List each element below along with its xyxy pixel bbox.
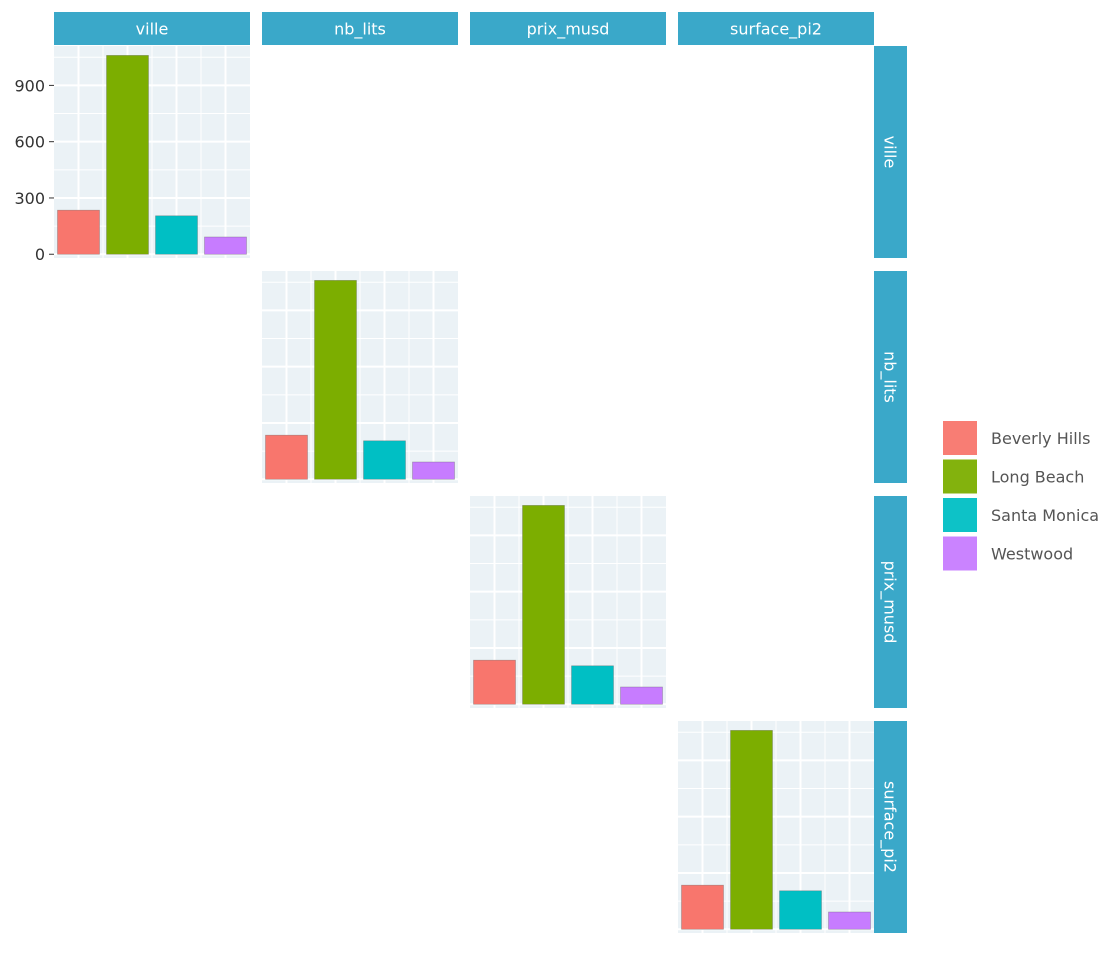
right-strip-label-prix_musd: prix_musd	[880, 561, 900, 644]
right-strip-label-nb_lits: nb_lits	[880, 351, 900, 403]
bar-surface_pi2-santa-monica	[779, 890, 822, 930]
right-strip-surface_pi2	[874, 721, 907, 933]
right-strip-nb_lits	[874, 271, 907, 483]
bar-surface_pi2-westwood	[828, 911, 871, 930]
top-strip-prix_musd	[470, 12, 666, 45]
legend-swatch-westwood	[943, 536, 977, 571]
top-strip-nb_lits	[262, 12, 458, 45]
bar-ville-westwood	[204, 236, 247, 255]
top-strip-ville	[54, 12, 250, 45]
legend-swatch-long-beach	[943, 459, 977, 494]
top-strip-label-nb_lits: nb_lits	[334, 20, 386, 40]
bar-surface_pi2-beverly-hills	[681, 884, 724, 930]
top-strip-label-surface_pi2: surface_pi2	[730, 20, 822, 40]
y-tick-label-0: 0	[35, 245, 45, 264]
bar-prix_musd-santa-monica	[571, 665, 614, 705]
bar-prix_musd-long-beach	[522, 505, 565, 705]
y-tick-label-900: 900	[14, 76, 45, 95]
bar-prix_musd-beverly-hills	[473, 659, 516, 705]
legend-swatch-santa-monica	[943, 498, 977, 532]
bar-ville-santa-monica	[155, 215, 198, 255]
y-tick-label-300: 300	[14, 189, 45, 208]
top-strip-label-ville: ville	[136, 20, 169, 39]
top-strip-label-prix_musd: prix_musd	[527, 20, 610, 40]
right-strip-label-surface_pi2: surface_pi2	[880, 781, 900, 873]
bar-ville-beverly-hills	[57, 209, 100, 255]
y-tick-label-600: 600	[14, 133, 45, 152]
top-strip-surface_pi2	[678, 12, 874, 45]
legend-label-long-beach: Long Beach	[991, 468, 1084, 487]
right-strip-prix_musd	[874, 496, 907, 708]
legend-swatch-beverly-hills	[943, 421, 977, 455]
bar-nb_lits-beverly-hills	[265, 434, 308, 480]
legend-label-santa-monica: Santa Monica	[991, 506, 1099, 525]
right-strip-ville	[874, 46, 907, 258]
bar-ville-long-beach	[106, 55, 149, 255]
bar-surface_pi2-long-beach	[730, 730, 773, 930]
bar-nb_lits-long-beach	[314, 280, 357, 480]
bar-prix_musd-westwood	[620, 686, 663, 705]
legend-label-westwood: Westwood	[991, 545, 1073, 564]
right-strip-label-ville: ville	[881, 136, 900, 169]
bar-nb_lits-westwood	[412, 461, 455, 480]
legend-label-beverly-hills: Beverly Hills	[991, 429, 1090, 448]
bar-nb_lits-santa-monica	[363, 440, 406, 480]
